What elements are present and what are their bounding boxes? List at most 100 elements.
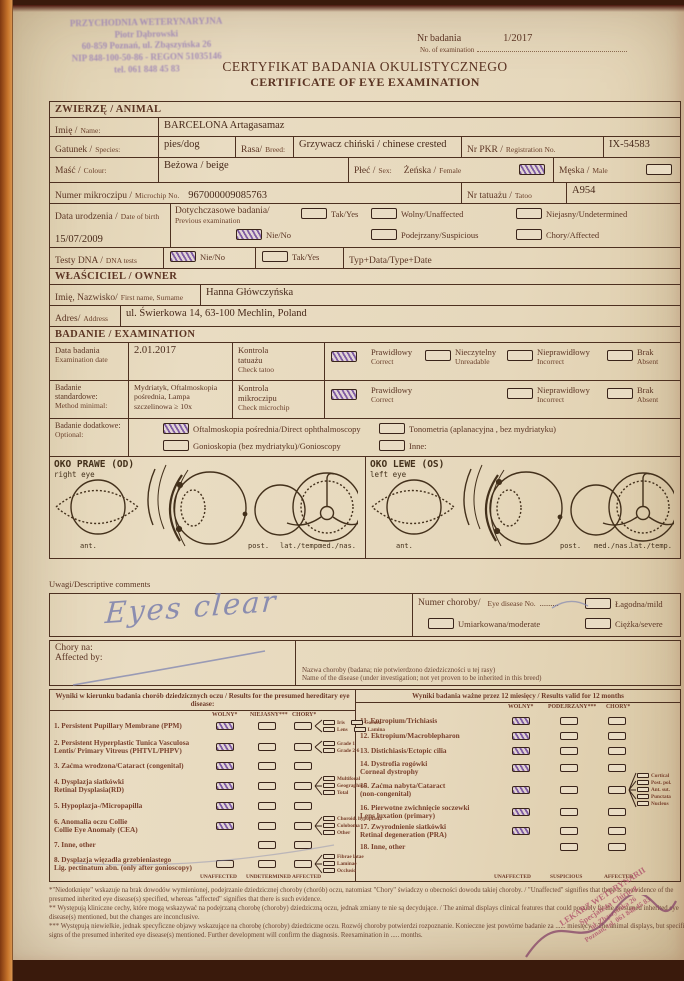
checkbox-lig-occlusio[interactable]	[323, 868, 335, 873]
checkbox-ppm-cornea[interactable]	[351, 720, 363, 725]
checkbox-prev-unaffected[interactable]	[371, 208, 397, 219]
checkbox-prev-undetermined[interactable]	[516, 208, 542, 219]
checkbox-ppm-lamina[interactable]	[354, 727, 366, 732]
checkbox-prev-no[interactable]	[236, 229, 262, 240]
checkbox-distichiasis-wolny[interactable]	[512, 747, 530, 755]
checkbox-catnon-wolny[interactable]	[512, 786, 530, 794]
checkbox-cat-punctata[interactable]	[637, 794, 649, 799]
checkbox-tatoo-incorrect[interactable]	[507, 350, 533, 361]
checkbox-ppm-niejasny[interactable]	[258, 722, 276, 730]
checkbox-opt-other[interactable]	[379, 440, 405, 451]
checkbox-catcon-niejasny[interactable]	[258, 762, 276, 770]
checkbox-entropium-podejrzany[interactable]	[560, 717, 578, 725]
checkbox-tatoo-correct[interactable]	[331, 351, 357, 362]
checkbox-entropium-wolny[interactable]	[512, 717, 530, 725]
checkbox-pra-podejrzany[interactable]	[560, 827, 578, 835]
checkbox-cea-chory[interactable]	[294, 822, 312, 830]
checkbox-severity-moderate[interactable]	[428, 618, 454, 629]
disease-row-entropium: 11. Entropium/Trichiasis	[356, 713, 680, 728]
checkbox-catcon-chory[interactable]	[294, 762, 312, 770]
svg-text:ant.: ant.	[80, 542, 97, 550]
checkbox-luxation-wolny[interactable]	[512, 808, 530, 816]
checkbox-cea-coloboma[interactable]	[323, 823, 335, 828]
checkbox-phtvl-grade1[interactable]	[323, 741, 335, 746]
svg-text:post.: post.	[248, 542, 269, 550]
checkbox-dystrophy-chory[interactable]	[608, 764, 626, 772]
checkbox-cat-postpol[interactable]	[637, 780, 649, 785]
checkbox-tatoo-absent[interactable]	[607, 350, 633, 361]
checkbox-pra-chory[interactable]	[608, 827, 626, 835]
exam-no-label: Nr badania	[417, 33, 461, 44]
checkbox-catnon-chory[interactable]	[608, 786, 626, 794]
checkbox-hypo-chory[interactable]	[294, 802, 312, 810]
checkbox-chip-correct[interactable]	[331, 389, 357, 400]
owner-name-value: Hanna Główczyńska	[200, 285, 680, 305]
exam-no-label-en: No. of examination	[420, 46, 474, 54]
checkbox-cea-other[interactable]	[323, 830, 335, 835]
checkbox-entropium-chory[interactable]	[608, 717, 626, 725]
checkbox-ektropium-chory[interactable]	[608, 732, 626, 740]
checkbox-dystrophy-podejrzany[interactable]	[560, 764, 578, 772]
checkbox-hypo-niejasny[interactable]	[258, 802, 276, 810]
checkbox-opt-tonometry[interactable]	[379, 423, 405, 434]
certificate-form: ZWIERZĘ / ANIMAL Imię /Name: BARCELONA A…	[49, 101, 681, 559]
checkbox-distichiasis-chory[interactable]	[608, 747, 626, 755]
checkbox-cat-antsut[interactable]	[637, 787, 649, 792]
pen-mark	[550, 596, 590, 610]
checkbox-rd-geographical[interactable]	[323, 783, 335, 788]
checkbox-rd-wolny[interactable]	[216, 782, 234, 790]
disease-row-other-right: 18. Inne, other	[356, 840, 680, 853]
checkbox-prev-suspicious[interactable]	[371, 229, 397, 240]
checkbox-prev-affected[interactable]	[516, 229, 542, 240]
checkbox-cat-nucleus[interactable]	[637, 801, 649, 806]
checkbox-rd-chory[interactable]	[294, 782, 312, 790]
checkbox-luxation-podejrzany[interactable]	[560, 808, 578, 816]
checkbox-dna-yes[interactable]	[262, 251, 288, 262]
tatoo-value: A954	[566, 183, 680, 203]
checkbox-other18-podejrzany[interactable]	[560, 843, 578, 851]
checkbox-cea-niejasny[interactable]	[258, 822, 276, 830]
checkbox-chip-absent[interactable]	[607, 388, 633, 399]
checkbox-ektropium-wolny[interactable]	[512, 732, 530, 740]
checkbox-ppm-iris[interactable]	[323, 720, 335, 725]
checkbox-hypo-wolny[interactable]	[216, 802, 234, 810]
checkbox-cea-choroid[interactable]	[323, 816, 335, 821]
owner-address-label: Adres/Address	[50, 306, 120, 326]
checkbox-cea-wolny[interactable]	[216, 822, 234, 830]
checkbox-ppm-lens[interactable]	[323, 727, 335, 732]
checkbox-other18-chory[interactable]	[608, 843, 626, 851]
checkbox-phtvl-wolny[interactable]	[216, 743, 234, 751]
checkbox-catnon-podejrzany[interactable]	[560, 786, 578, 794]
optional-label: Badanie dodatkowe:Optional:	[50, 419, 128, 456]
checkbox-dystrophy-wolny[interactable]	[512, 764, 530, 772]
divider	[295, 641, 296, 685]
checkbox-phtvl-chory[interactable]	[294, 743, 312, 751]
checkbox-ppm-chory[interactable]	[294, 722, 312, 730]
checkbox-phtvl-grade26[interactable]	[323, 748, 335, 753]
checkbox-opt-ophthalmoscopy[interactable]	[163, 423, 189, 434]
checkbox-luxation-chory[interactable]	[608, 808, 626, 816]
checkbox-catcon-wolny[interactable]	[216, 762, 234, 770]
checkbox-pra-wolny[interactable]	[512, 827, 530, 835]
tatoo-label: Nr tatuażu /Tatoo	[461, 183, 566, 203]
checkbox-dna-no[interactable]	[170, 251, 196, 262]
checkbox-rd-total[interactable]	[323, 790, 335, 795]
checkbox-opt-gonioscopy[interactable]	[163, 440, 189, 451]
checkbox-chip-incorrect[interactable]	[507, 388, 533, 399]
checkbox-rd-niejasny[interactable]	[258, 782, 276, 790]
checkbox-tatoo-unreadable[interactable]	[425, 350, 451, 361]
checkbox-sex-male[interactable]	[646, 164, 672, 175]
checkbox-prev-yes[interactable]	[301, 208, 327, 219]
checkbox-severity-severe[interactable]	[585, 618, 611, 629]
checkbox-sex-female[interactable]	[519, 164, 545, 175]
checkbox-cat-cortical[interactable]	[637, 773, 649, 778]
disease-row-cataract-noncongenital: 15. Zaćma nabyta/Cataract(non-congenital…	[356, 777, 680, 802]
breed-label: Rasa/Breed:	[235, 137, 293, 157]
checkbox-ppm-wolny[interactable]	[216, 722, 234, 730]
female-label: Żeńska /	[404, 166, 436, 176]
checkbox-distichiasis-podejrzany[interactable]	[560, 747, 578, 755]
checkbox-rd-multifocal[interactable]	[323, 776, 335, 781]
checkbox-phtvl-niejasny[interactable]	[258, 743, 276, 751]
checkbox-ektropium-podejrzany[interactable]	[560, 732, 578, 740]
